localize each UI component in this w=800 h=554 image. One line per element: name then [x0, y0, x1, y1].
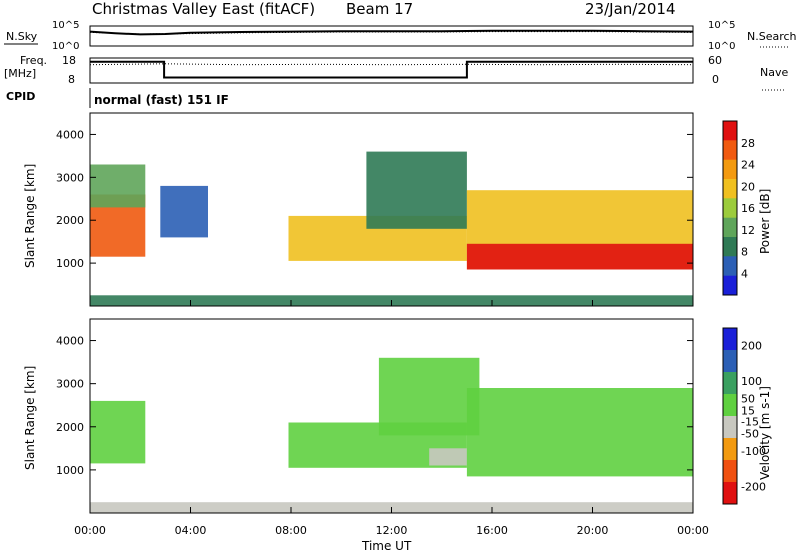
- power-colorbar: 4 8 12 16 20 24 28: [723, 121, 755, 296]
- velocity-colorbar-frame: [722, 327, 738, 505]
- power-colorbar-swatch-5: [723, 217, 737, 238]
- cpid-mode: normal (fast) 151 IF: [94, 93, 229, 107]
- velocity-region-3: [378, 357, 480, 436]
- power-region-1: [90, 164, 146, 208]
- velocity-colorbar-swatch-6: [723, 460, 737, 483]
- power-region-4: [366, 151, 467, 229]
- velocity-region-2: [429, 448, 467, 466]
- velocity-heatmap: [90, 357, 693, 513]
- xtick-label-3: 12:00: [376, 524, 408, 537]
- power-ytick-label-4000: 4000: [56, 128, 84, 141]
- velocity-colorbar-swatch-2: [723, 372, 737, 395]
- xtick-label-6: 00:00: [677, 524, 709, 537]
- noise-series: [89, 29, 694, 36]
- power-colorbar-swatch-6: [723, 237, 737, 257]
- power-ytick-label-3000: 3000: [56, 171, 84, 184]
- velocity-colorbar-tick-3: 15: [741, 405, 755, 418]
- freq-left-bottom: 8: [68, 73, 75, 86]
- power-ylabel: Slant Range [km]: [23, 164, 37, 268]
- freq-left-top: 18: [62, 54, 76, 67]
- velocity-yticks: 1000 2000 3000 4000: [56, 335, 693, 477]
- velocity-colorbar-tick-6: -100: [741, 445, 766, 458]
- power-yticks: 1000 2000 3000 4000: [56, 128, 693, 270]
- power-colorbar-tick-1: 8: [741, 246, 748, 259]
- velocity-colorbar-tick-4: -15: [741, 415, 759, 428]
- power-colorbar-tick-5: 24: [741, 159, 755, 172]
- noise-right-bottom: 10^0: [708, 41, 735, 52]
- velocity-region-4: [466, 388, 693, 477]
- xtick-label-4: 16:00: [476, 524, 508, 537]
- velocity-ytick-label-4000: 4000: [56, 335, 84, 348]
- power-colorbar-swatch-2: [723, 159, 737, 180]
- velocity-colorbar-swatch-1: [723, 350, 737, 373]
- velocity-ytick-label-2000: 2000: [56, 421, 84, 434]
- power-colorbar-frame: [722, 120, 738, 296]
- velocity-region-0: [90, 400, 146, 464]
- velocity-colorbar-label: Velocity [m s-1]: [758, 386, 772, 480]
- freq-series: [89, 60, 694, 79]
- power-colorbar-label: Power [dB]: [758, 189, 772, 254]
- noise-line-nsky: [89, 29, 694, 36]
- power-heatmap: [90, 151, 693, 306]
- power-region-6: [466, 243, 693, 270]
- power-colorbar-tick-0: 4: [741, 267, 748, 280]
- power-ytick-label-1000: 1000: [56, 257, 84, 270]
- freq-label: Freq.: [20, 54, 47, 67]
- beam-title: Beam 17: [346, 0, 413, 18]
- xtick-label-5: 20:00: [577, 524, 609, 537]
- power-colorbar-tick-4: 20: [741, 180, 755, 193]
- velocity-colorbar-swatch-4: [723, 416, 737, 439]
- power-colorbar-swatch-8: [723, 275, 737, 296]
- velocity-colorbar-tick-5: -50: [741, 428, 759, 441]
- power-colorbar-swatch-0: [723, 121, 737, 141]
- xtick-label-2: 08:00: [275, 524, 307, 537]
- freq-unit-label: [MHz]: [4, 67, 36, 80]
- freq-right-bottom: 0: [712, 73, 719, 86]
- noise-right-top: 10^5: [708, 20, 735, 31]
- velocity-ytick-label-3000: 3000: [56, 378, 84, 391]
- power-colorbar-tick-6: 28: [741, 137, 755, 150]
- velocity-colorbar-tick-1: 100: [741, 375, 762, 388]
- velocity-colorbar-swatch-5: [723, 438, 737, 461]
- freq-right-top: 60: [708, 54, 722, 67]
- xtick-label-1: 04:00: [175, 524, 207, 537]
- power-colorbar-swatch-3: [723, 179, 737, 199]
- station-title: Christmas Valley East (fitACF): [92, 0, 315, 18]
- time-axis-label: Time UT: [361, 539, 412, 553]
- nsky-label: N.Sky: [6, 30, 38, 43]
- noise-left-top: 10^5: [52, 20, 79, 31]
- noise-panel: [89, 25, 694, 47]
- nave-label: Nave: [760, 66, 788, 79]
- power-colorbar-swatch-4: [723, 198, 737, 219]
- velocity-colorbar-swatch-0: [723, 328, 737, 351]
- freq-line: [90, 60, 693, 79]
- velocity-colorbar-tick-2: 50: [741, 392, 755, 405]
- nsearch-label: N.Search: [747, 30, 797, 43]
- freq-panel: [89, 57, 694, 84]
- time-axis-ticks: 00:00 04:00 08:00 12:00 16:00 20:00 00:00: [74, 300, 709, 537]
- nave-line: [89, 63, 694, 66]
- power-colorbar-tick-2: 12: [741, 224, 755, 237]
- power-region-2: [160, 185, 208, 238]
- date-title: 23/Jan/2014: [585, 0, 676, 18]
- velocity-colorbar-tick-7: -200: [741, 480, 766, 493]
- power-colorbar-swatch-1: [723, 140, 737, 161]
- cpid-label: CPID: [6, 90, 35, 103]
- velocity-colorbar-swatch-7: [723, 482, 737, 505]
- power-ytick-label-2000: 2000: [56, 214, 84, 227]
- power-colorbar-swatch-7: [723, 256, 737, 277]
- velocity-ytick-label-1000: 1000: [56, 464, 84, 477]
- velocity-colorbar-swatch-3: [723, 394, 737, 417]
- velocity-colorbar-tick-0: 200: [741, 340, 762, 353]
- power-colorbar-tick-3: 16: [741, 202, 755, 215]
- noise-left-bottom: 10^0: [52, 41, 79, 52]
- velocity-ylabel: Slant Range [km]: [23, 366, 37, 470]
- xtick-label-0: 00:00: [74, 524, 106, 537]
